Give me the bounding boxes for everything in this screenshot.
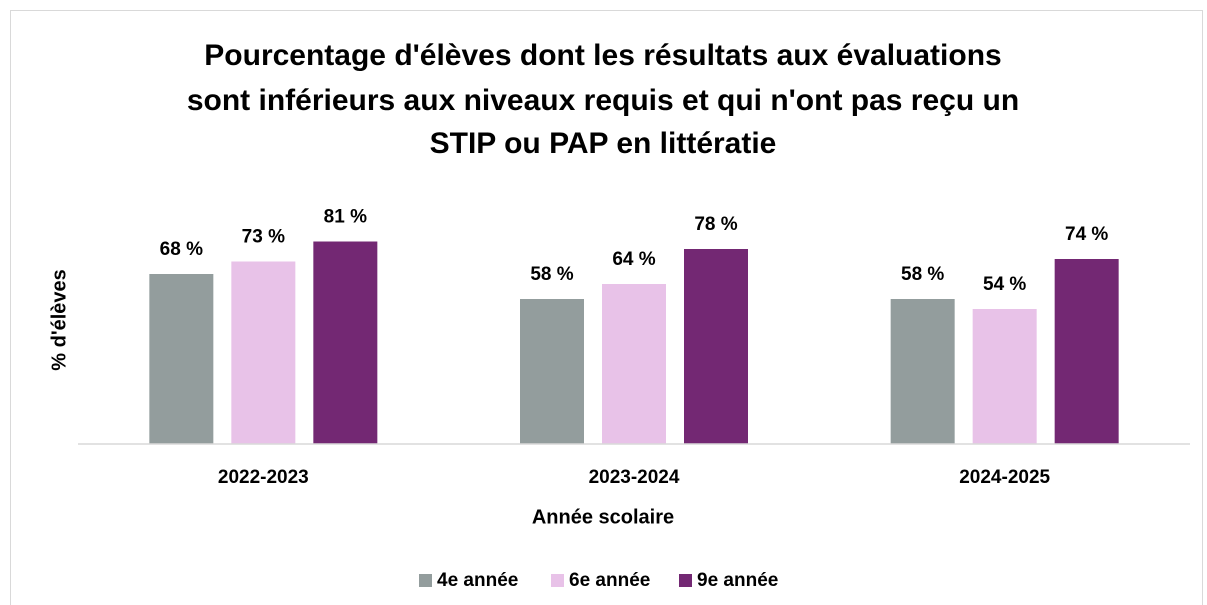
legend-swatch	[551, 574, 564, 587]
chart-title: sont inférieurs aux niveaux requis et qu…	[187, 84, 1019, 117]
data-label: 64 %	[612, 249, 655, 270]
data-label: 54 %	[983, 274, 1026, 295]
legend-label: 6e année	[569, 570, 650, 591]
chart-title: STIP ou PAP en littératie	[430, 127, 777, 160]
y-axis-label: % d'élèves	[48, 269, 70, 370]
data-label: 68 %	[160, 239, 203, 260]
data-label: 74 %	[1065, 224, 1108, 245]
legend-label: 9e année	[697, 570, 778, 591]
x-tick-label: 2024-2025	[959, 467, 1050, 488]
bar	[1054, 259, 1119, 444]
legend-swatch	[419, 574, 432, 587]
data-label: 78 %	[694, 214, 737, 235]
data-label: 58 %	[530, 264, 573, 285]
x-tick-label: 2023-2024	[589, 467, 680, 488]
bar	[149, 274, 214, 444]
legend-swatch	[679, 574, 692, 587]
data-label: 73 %	[242, 227, 285, 248]
bar	[520, 299, 584, 444]
bar	[602, 284, 666, 444]
bar	[684, 249, 748, 444]
chart-title: Pourcentage d'élèves dont les résultats …	[204, 39, 1001, 72]
bar	[972, 309, 1037, 444]
x-axis-label: Année scolaire	[532, 506, 674, 528]
legend-label: 4e année	[437, 570, 518, 591]
bar	[313, 241, 378, 444]
bar	[890, 299, 955, 444]
x-tick-label: 2022-2023	[218, 467, 309, 488]
bar	[231, 261, 296, 444]
data-label: 58 %	[901, 264, 944, 285]
data-label: 81 %	[324, 207, 367, 228]
